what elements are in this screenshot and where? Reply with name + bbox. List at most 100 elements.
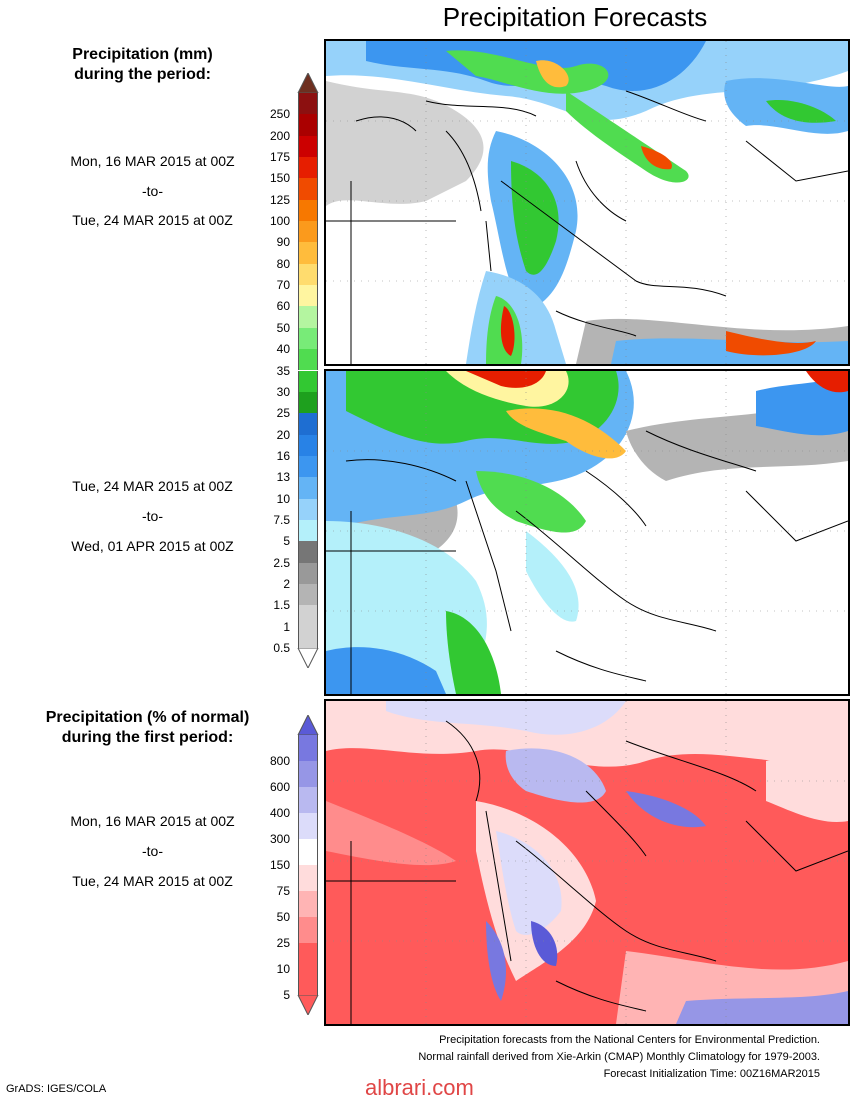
- pct-scale-swatch: [298, 813, 318, 839]
- mm-scale-label: 13: [276, 470, 290, 485]
- pct-scale-swatch: [298, 761, 318, 787]
- pct-scale-swatch: [298, 865, 318, 891]
- pct-scale-swatch: [298, 839, 318, 865]
- mm-scale-swatch: [298, 562, 318, 584]
- mm-scale-swatch: [298, 413, 318, 435]
- mm-scale-swatch: [298, 135, 318, 158]
- mm-scale-swatch: [298, 605, 318, 627]
- period1-end: Tue, 24 MAR 2015 at 00Z: [72, 212, 233, 228]
- page-title: Precipitation Forecasts: [442, 2, 708, 32]
- software-label: GrADS: IGES/COLA: [6, 1083, 107, 1095]
- pct-scale-swatch: [298, 735, 318, 761]
- mm-scale-top-arrow: [297, 73, 319, 93]
- mm-scale-label: 7.5: [273, 512, 290, 527]
- period3-sep: -to-: [142, 843, 163, 859]
- pct-scale-top-arrow: [297, 715, 319, 735]
- mm-scale-label: 150: [269, 171, 290, 186]
- pct-scale-label: 400: [269, 806, 290, 820]
- mm-scale-label: 1: [283, 619, 290, 634]
- pct-color-scale: 800 600 400 300 150 75 50 25 10 5: [250, 715, 325, 1015]
- mm-scale-swatch: [298, 498, 318, 520]
- mm-scale-label: 2.5: [273, 555, 290, 570]
- mm-scale-label: 40: [276, 342, 290, 357]
- period3-start: Mon, 16 MAR 2015 at 00Z: [70, 813, 235, 829]
- period2-start: Tue, 24 MAR 2015 at 00Z: [72, 478, 233, 494]
- mm-color-scale: 250 200 175 150 125 100 90 80 70 60 50 40 35 30 25 20 16…: [250, 73, 325, 668]
- mm-scale-label: 20: [276, 427, 290, 442]
- mm-scale-swatch: [298, 391, 318, 414]
- watermark: albrari.com: [365, 1075, 474, 1100]
- credits-block: Precipitation forecasts from the Nationa…: [418, 1032, 820, 1083]
- mm-scale-swatch: [298, 327, 318, 350]
- mm-scale-label: 70: [276, 278, 290, 293]
- map-week1-precip: [324, 39, 850, 366]
- mm-scale-swatch: [298, 285, 318, 307]
- mm-scale-swatch: [298, 583, 318, 606]
- mm-scale-label: 2: [283, 576, 290, 591]
- pct-heading-line2: during the first period:: [61, 729, 234, 746]
- pct-scale-bottom-arrow: [297, 995, 319, 1015]
- mm-scale-label: 0.5: [273, 641, 290, 655]
- pct-scale-label: 300: [269, 832, 290, 846]
- mm-scale-swatch: [298, 477, 318, 499]
- period2-sep: -to-: [142, 508, 163, 524]
- map-week1-graphic: [326, 41, 848, 364]
- pct-scale-label: 10: [276, 962, 290, 976]
- mm-scale-label: 175: [269, 150, 290, 165]
- mm-scale-label: 25: [276, 406, 290, 421]
- mm-scale-swatch: [298, 626, 318, 648]
- pct-scale-swatch: [298, 787, 318, 813]
- mm-scale-swatch: [298, 349, 318, 371]
- mm-scale-label: 90: [276, 235, 290, 250]
- mm-scale-swatch: [298, 306, 318, 328]
- mm-scale-swatch: [298, 541, 318, 563]
- mm-scale-label: 125: [269, 192, 290, 207]
- mm-heading-line2: during the period:: [74, 66, 211, 83]
- mm-scale-label: 10: [276, 491, 290, 506]
- mm-scale-label: 30: [276, 384, 290, 399]
- mm-scale-label: 60: [276, 299, 290, 314]
- mm-scale-label: 1.5: [273, 598, 290, 613]
- mm-legend-heading: Precipitation (mm) during the period:: [20, 45, 265, 85]
- mm-scale-label: 250: [269, 107, 290, 122]
- period2-end: Wed, 01 APR 2015 at 00Z: [71, 538, 234, 554]
- pct-scale-swatch: [298, 969, 318, 995]
- pct-heading-line1: Precipitation (% of normal): [45, 709, 250, 726]
- pct-scale-label: 75: [276, 884, 290, 898]
- mm-scale-label: 16: [276, 448, 290, 463]
- mm-scale-label: 35: [276, 363, 290, 378]
- mm-scale-swatch: [298, 178, 318, 200]
- mm-scale-label: 200: [269, 128, 290, 143]
- mm-scale-swatch: [298, 455, 318, 478]
- mm-scale-swatch: [298, 370, 318, 392]
- mm-scale-swatch: [298, 242, 318, 264]
- mm-scale-label: 50: [276, 320, 290, 335]
- mm-scale-bottom-arrow: [297, 648, 319, 668]
- credit-line-cmap: Normal rainfall derived from Xie-Arkin (…: [418, 1051, 820, 1063]
- mm-scale-swatch: [298, 157, 318, 179]
- map-percent-of-normal: [324, 699, 850, 1026]
- pct-scale-swatch: [298, 917, 318, 943]
- pct-scale-label: 600: [269, 780, 290, 794]
- pct-scale-label: 25: [276, 936, 290, 950]
- mm-scale-swatch: [298, 519, 318, 542]
- map-week2-graphic: [326, 371, 848, 694]
- period3-end: Tue, 24 MAR 2015 at 00Z: [72, 873, 233, 889]
- mm-scale-swatch: [298, 114, 318, 136]
- mm-scale-swatch: [298, 93, 318, 115]
- pct-legend-heading: Precipitation (% of normal) during the f…: [25, 708, 270, 748]
- mm-heading-line1: Precipitation (mm): [72, 46, 213, 63]
- map-percent-graphic: [326, 701, 848, 1024]
- mm-scale-label: 100: [269, 214, 290, 229]
- period1-start: Mon, 16 MAR 2015 at 00Z: [70, 153, 235, 169]
- mm-scale-label: 80: [276, 256, 290, 271]
- pct-scale-swatch: [298, 943, 318, 969]
- mm-scale-swatch: [298, 263, 318, 286]
- mm-scale-swatch: [298, 434, 318, 456]
- mm-scale-swatch: [298, 221, 318, 243]
- credit-line-ncep: Precipitation forecasts from the Nationa…: [439, 1034, 820, 1046]
- pct-scale-label: 150: [269, 858, 290, 872]
- mm-scale-label: 5: [283, 534, 290, 549]
- mm-scale-swatch: [298, 199, 318, 222]
- pct-scale-label: 5: [283, 988, 290, 1002]
